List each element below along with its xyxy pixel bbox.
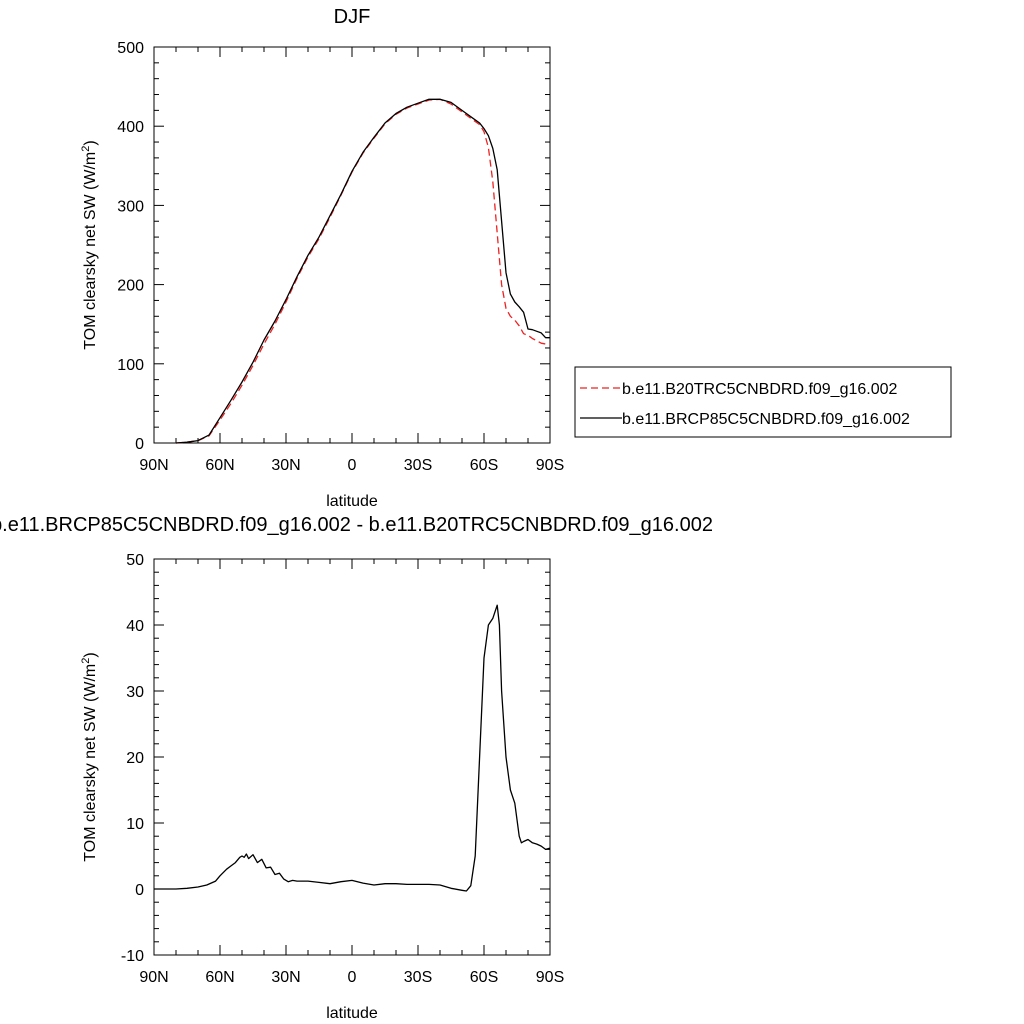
top-y-tick-label: 500 [117,40,144,57]
bottom-y-tick-label: 50 [126,552,144,569]
top-y-tick-label: 0 [135,436,144,453]
top-y-tick-label: 300 [117,198,144,215]
bottom-plot-frame [153,558,551,956]
top-series-group [175,98,550,444]
top-series-line-2 [175,98,550,444]
bottom-x-tick-label: 60N [205,969,234,986]
bottom-x-tick-label: 30N [271,969,300,986]
top-x-tick-label: 90N [139,457,168,474]
bottom-series-group [154,604,551,892]
top-chart: DJF 90N 60N 30N 0 30S 60S 90S0100200300400500 … [80,6,952,510]
legend: b.e11.B20TRC5CNBDRD.f09_g16.002 b.e11.BR… [574,366,952,438]
bottom-y-tick-label: -10 [121,948,144,965]
bottom-y-tick-label: 0 [135,882,144,899]
bottom-x-tick-label: 90S [536,969,564,986]
bottom-x-tick-label: 30S [404,969,432,986]
top-x-axis-label: latitude [326,493,378,510]
bottom-y-axis-label-main: TOM clearsky net SW (W/m [82,664,99,862]
bottom-x-tick-label: 90N [139,969,168,986]
bottom-y-tick-label: 10 [126,816,144,833]
top-series-line-1 [175,98,550,444]
top-y-tick-label: 100 [117,357,144,374]
bottom-y-tick-label: 30 [126,684,144,701]
top-x-tick-label: 30S [404,457,432,474]
bottom-axis-ticks: 90N 60N 30N 0 30S 60S 90S -10 0 10 20 30 40 50 [121,552,564,986]
bottom-y-axis-label-close: ) [82,652,99,657]
top-y-axis-label-sup: 2 [80,146,92,152]
top-y-tick-label: 200 [117,278,144,295]
top-x-tick-label: 90S [536,457,564,474]
bottom-chart: b.e11.BRCP85C5CNBDRD.f09_g16.002 - b.e11… [0,514,713,1022]
top-y-tick-label: 400 [117,119,144,136]
top-plot-frame [153,46,551,444]
bottom-y-axis-label-sup: 2 [80,658,92,664]
top-y-axis-label: TOM clearsky net SW (W/m2) [80,140,99,349]
top-x-tick-label: 60S [470,457,498,474]
bottom-series-line-1 [154,604,551,892]
top-y-axis-label-close: ) [82,140,99,145]
legend-label-series-2: b.e11.BRCP85C5CNBDRD.f09_g16.002 [622,411,910,428]
bottom-y-axis-label: TOM clearsky net SW (W/m2) [80,652,99,861]
bottom-y-tick-label: 40 [126,618,144,635]
bottom-y-tick-label: 20 [126,750,144,767]
top-axis-ticks: 90N 60N 30N 0 30S 60S 90S 0 100 200 300 400 500 [117,40,564,474]
top-x-tick-label: 60N [205,457,234,474]
top-x-tick-label: 0 [348,457,357,474]
top-chart-title: DJF [334,6,371,28]
legend-box [574,366,952,438]
top-x-tick-label: 30N [271,457,300,474]
legend-label-series-1: b.e11.B20TRC5CNBDRD.f09_g16.002 [622,381,898,398]
top-y-axis-label-main: TOM clearsky net SW (W/m [82,152,99,350]
bottom-x-tick-label: 60S [470,969,498,986]
bottom-chart-title: b.e11.BRCP85C5CNBDRD.f09_g16.002 - b.e11… [0,514,713,536]
bottom-x-axis-label: latitude [326,1005,378,1022]
bottom-x-tick-label: 0 [348,969,357,986]
